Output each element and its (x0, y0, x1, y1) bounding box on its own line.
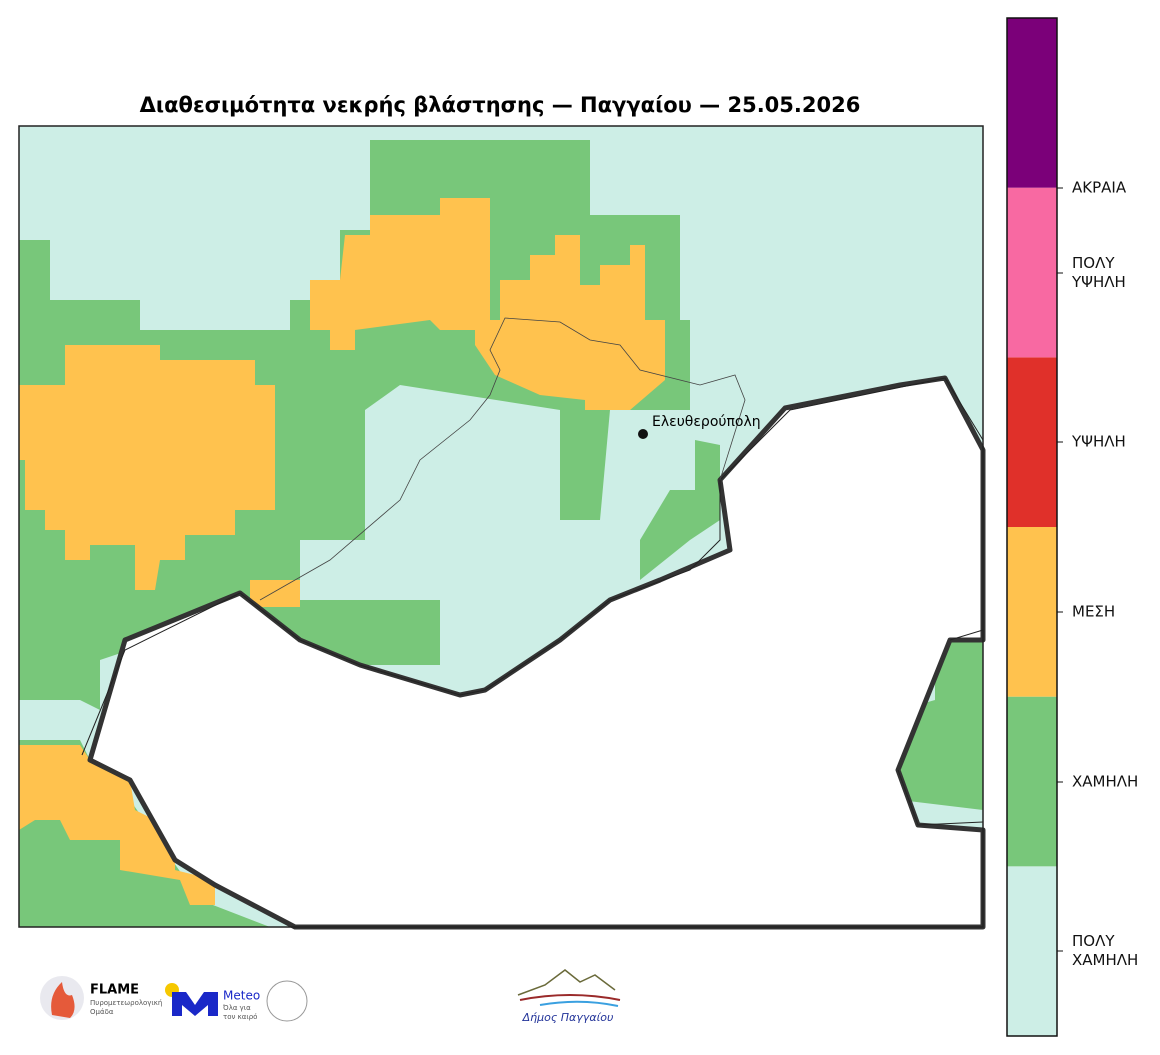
flame-subtitle: Πυρομετεωρολογική Ομάδα (90, 999, 163, 1016)
legend-label: ΜΕΣΗ (1072, 602, 1116, 621)
colorbar-segment (1007, 357, 1057, 527)
meteo-text: Meteo (223, 989, 260, 1003)
legend-label: ΥΨΗΛΗ (1072, 432, 1126, 451)
colorbar-frame (1006, 17, 1058, 1037)
logos: FLAME Meteo Δήμος Παγγαίου (40, 969, 621, 1024)
colorbar-segment (1007, 18, 1057, 188)
municipality-text: Δήμος Παγγαίου (522, 1011, 614, 1024)
legend-label: ΑΚΡΑΙΑ (1072, 178, 1127, 197)
colorbar-segment (1007, 187, 1057, 358)
flame-text: FLAME (90, 983, 139, 998)
colorbar-segment (1007, 527, 1057, 697)
legend-label: ΠΟΛΥ ΥΨΗΛΗ (1072, 254, 1126, 291)
legend-label: ΠΟΛΥ ΧΑΜΗΛΗ (1072, 932, 1139, 969)
legend-label: ΧΑΜΗΛΗ (1072, 772, 1139, 791)
meteo-subtitle: Όλα για τον καιρό (223, 1004, 258, 1021)
title: Διαθεσιμότητα νεκρής βλάστησης — Παγγαίο… (140, 93, 861, 117)
colorbar-segment (1007, 696, 1057, 867)
colorbar (1006, 17, 1063, 1037)
map: Ελευθερούπολη (18, 125, 986, 930)
colorbar-segment (1007, 866, 1057, 1036)
city-label: Ελευθερούπολη (652, 414, 761, 430)
